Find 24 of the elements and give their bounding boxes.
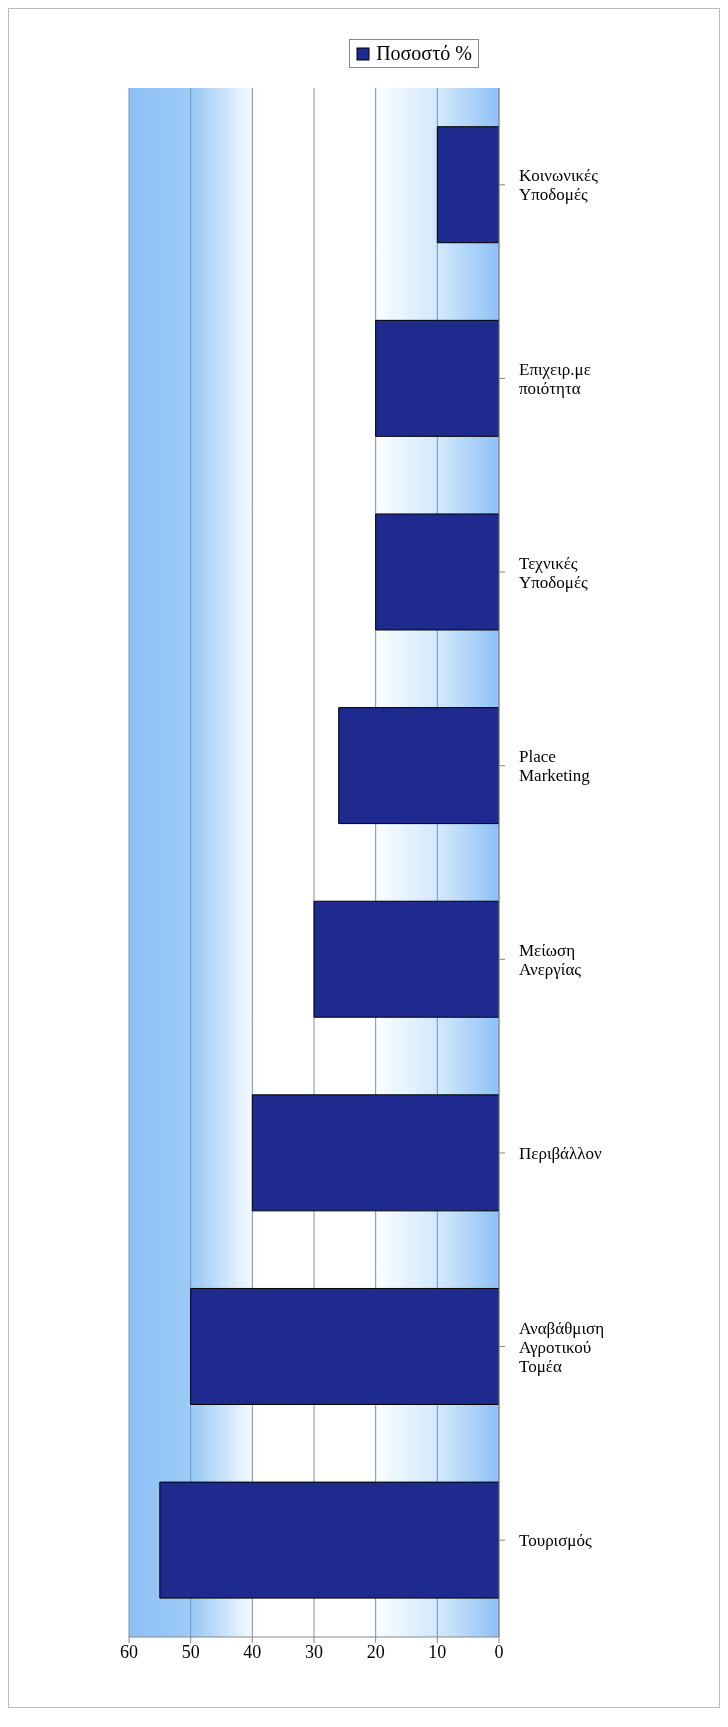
y-tick-label: Αναβάθμιση Αγροτικού Τομέα bbox=[519, 1318, 605, 1376]
x-tick-label: 40 bbox=[243, 1641, 262, 1662]
x-tick-label: 60 bbox=[120, 1641, 138, 1662]
y-tick-label: Τεχνικές Υποδομές bbox=[519, 553, 589, 592]
x-tick-label: 50 bbox=[181, 1641, 200, 1662]
x-tick-label: 0 bbox=[494, 1641, 504, 1662]
bar bbox=[313, 900, 499, 1018]
y-tick-label: Μείωση Ανεργίας bbox=[519, 940, 582, 979]
y-tick-label: Περιβάλλον bbox=[519, 1143, 603, 1163]
x-tick-label: 30 bbox=[305, 1641, 323, 1662]
bar bbox=[436, 126, 499, 244]
y-tick-label: Τουρισμός bbox=[519, 1530, 592, 1550]
bar bbox=[190, 1287, 499, 1405]
y-tick-label: Κοινωνικές Υποδομές bbox=[519, 165, 599, 204]
x-tick-label: 10 bbox=[428, 1641, 447, 1662]
y-tick-label: Επιχειρ.με ποιότητα bbox=[519, 359, 591, 398]
bar bbox=[251, 1094, 499, 1212]
legend-label: Ποσοστό % bbox=[376, 42, 472, 65]
bar bbox=[338, 707, 499, 825]
x-tick-label: 20 bbox=[366, 1641, 385, 1662]
bar bbox=[375, 319, 499, 437]
y-tick-label: Place Marketing bbox=[519, 746, 591, 785]
bar bbox=[159, 1481, 499, 1599]
bar bbox=[375, 513, 499, 631]
